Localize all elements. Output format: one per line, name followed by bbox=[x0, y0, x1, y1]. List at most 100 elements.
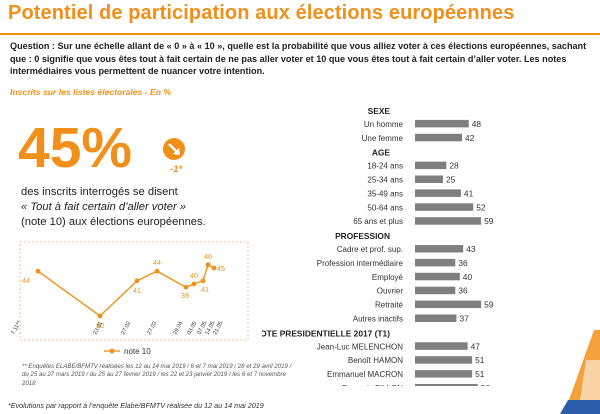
data-point bbox=[191, 281, 197, 287]
legend-marker bbox=[109, 348, 115, 354]
survey-question: Question : Sur une échelle allant de « 0… bbox=[10, 41, 587, 77]
value-label: 36 bbox=[458, 286, 468, 296]
chart-frame bbox=[19, 241, 249, 341]
x-tick-label: 21.05 bbox=[212, 321, 224, 336]
x-tick-label: 23.01 bbox=[92, 321, 104, 336]
bar bbox=[415, 300, 482, 309]
value-label: 42 bbox=[465, 133, 475, 143]
logo-icon bbox=[560, 330, 600, 414]
x-tick-label: 27.03 bbox=[146, 321, 158, 336]
evolution-note: *Evolutions par rapport à l’enquête Elab… bbox=[8, 401, 264, 410]
bar bbox=[415, 245, 464, 253]
x-tick-label: 29.04 bbox=[172, 321, 184, 336]
group-header: PROFESSION bbox=[335, 231, 390, 241]
category-label: 18-24 ans bbox=[367, 162, 403, 171]
value-label: 52 bbox=[476, 202, 486, 212]
category-label: Une femme bbox=[362, 134, 404, 143]
headline-value: 45% bbox=[18, 116, 133, 180]
x-tick-label: 07.05 bbox=[196, 321, 208, 336]
value-label: 47 bbox=[471, 341, 481, 351]
category-label: Benoît HAMON bbox=[348, 356, 403, 365]
data-label: 44 bbox=[153, 258, 161, 267]
data-point bbox=[200, 278, 206, 284]
value-label: 37 bbox=[459, 314, 469, 324]
data-label: 40 bbox=[190, 271, 198, 280]
value-label: 59 bbox=[484, 300, 494, 310]
value-label: 40 bbox=[463, 272, 473, 282]
group-header: SEXE bbox=[368, 106, 391, 116]
category-label: Un homme bbox=[364, 120, 404, 129]
data-label: 46 bbox=[204, 252, 212, 261]
value-label: 59 bbox=[484, 216, 494, 226]
description-line-1: des inscrits interrogés se disent bbox=[21, 186, 178, 198]
category-label: Autres inactifs bbox=[353, 315, 403, 324]
page-title: Potentiel de participation aux élections… bbox=[8, 2, 515, 24]
category-label: Cadre et prof. sup. bbox=[337, 245, 403, 254]
bar bbox=[415, 189, 461, 197]
bar bbox=[415, 217, 482, 225]
footnote: ** Enquêtes ELABE/BFMTV réalisées les 12… bbox=[22, 363, 292, 387]
headline-description: des inscrits interrogés se disent « Tout… bbox=[21, 185, 251, 230]
data-label: 39 bbox=[181, 291, 189, 300]
category-label: Jean-Luc MELENCHON bbox=[317, 342, 403, 351]
category-label: 50-64 ans bbox=[367, 203, 403, 212]
category-label: Employé bbox=[372, 273, 404, 282]
trend-down-icon bbox=[163, 138, 185, 160]
data-label: 45 bbox=[217, 264, 225, 273]
bar bbox=[415, 370, 473, 378]
value-label: 48 bbox=[472, 119, 482, 129]
bar bbox=[415, 258, 456, 267]
bar bbox=[415, 203, 474, 211]
value-label: 51 bbox=[475, 355, 485, 365]
group-header: VOTE PRESIDENTIELLE 2017 (T1) bbox=[262, 328, 390, 338]
bar bbox=[415, 384, 478, 386]
category-label: 65 ans et plus bbox=[353, 217, 403, 226]
data-point bbox=[134, 278, 140, 284]
value-label: 43 bbox=[466, 244, 476, 254]
bar bbox=[415, 342, 468, 350]
data-point bbox=[154, 268, 160, 274]
breakdown-bar-chart: SEXE Un homme 48 Une femme 42 AGE 18-24 ans 28 2… bbox=[262, 106, 494, 386]
legend-label: note 10 bbox=[124, 347, 151, 356]
value-label: 51 bbox=[475, 369, 485, 379]
data-label: 41 bbox=[201, 285, 209, 294]
category-label: 25-34 ans bbox=[367, 176, 403, 185]
description-line-3: (note 10) aux élections européennes. bbox=[21, 216, 206, 228]
bar bbox=[415, 119, 469, 128]
group-header: AGE bbox=[372, 148, 391, 158]
category-label: 35-49 ans bbox=[367, 189, 403, 198]
x-tick-label: 14.05 bbox=[204, 321, 216, 336]
category-label: François FILLON bbox=[342, 384, 403, 386]
data-point bbox=[97, 313, 103, 319]
value-label: 28 bbox=[449, 161, 459, 171]
category-label: Ouvrier bbox=[377, 287, 404, 296]
data-point bbox=[183, 284, 189, 290]
bar bbox=[415, 356, 473, 364]
x-tick-label: 7.11** bbox=[10, 319, 23, 336]
x-tick-label: 27.02 bbox=[120, 321, 132, 336]
category-label: Retraité bbox=[375, 301, 404, 310]
evolution-value: -1* bbox=[170, 164, 183, 175]
data-label: 44 bbox=[22, 276, 30, 285]
value-label: 41 bbox=[464, 188, 474, 198]
bar bbox=[415, 175, 443, 183]
data-point bbox=[205, 262, 211, 268]
bar bbox=[415, 286, 456, 295]
value-label: 36 bbox=[458, 258, 468, 268]
title-divider bbox=[0, 33, 600, 35]
data-label: 30 bbox=[96, 321, 104, 330]
bar bbox=[415, 161, 447, 170]
value-label: 25 bbox=[446, 175, 456, 185]
x-tick-label: 03.05 bbox=[186, 321, 198, 336]
category-label: Emmanuel MACRON bbox=[327, 370, 403, 379]
population-subtitle: Inscrits sur les listes électorales - En… bbox=[10, 87, 171, 97]
value-label: 56 bbox=[481, 383, 491, 386]
data-point bbox=[211, 265, 217, 271]
data-label: 41 bbox=[133, 286, 141, 295]
category-label: Profession intermédiaire bbox=[317, 259, 404, 268]
description-line-2: « Tout à fait certain d’aller voter » bbox=[21, 201, 187, 213]
bar bbox=[415, 133, 463, 142]
bar bbox=[415, 314, 457, 322]
bar bbox=[415, 272, 460, 281]
